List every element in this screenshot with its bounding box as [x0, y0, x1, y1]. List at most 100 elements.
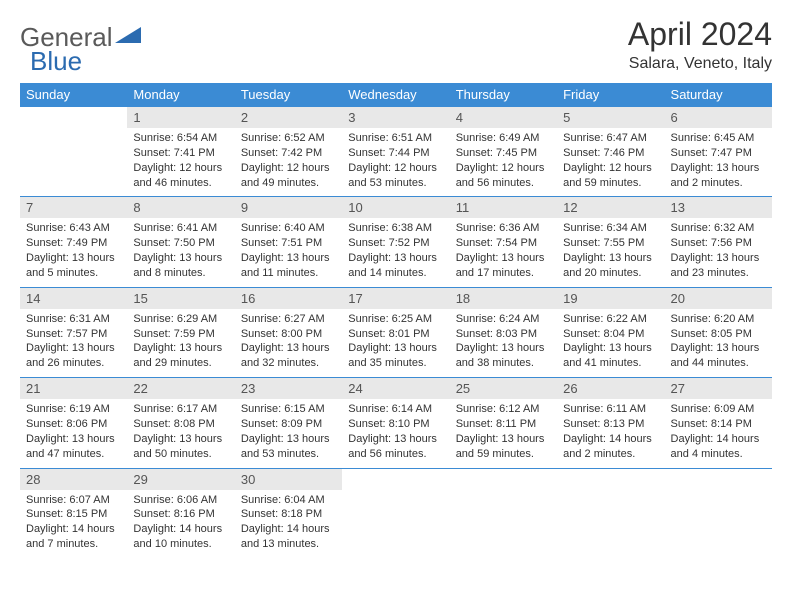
sunrise: Sunrise: 6:19 AM: [26, 402, 121, 417]
day-number: 10: [342, 197, 449, 218]
sunset: Sunset: 7:51 PM: [241, 236, 336, 251]
day-number: 1: [127, 107, 234, 128]
daylight: Daylight: 12 hours and 49 minutes.: [241, 161, 336, 191]
day-cell: 27Sunrise: 6:09 AMSunset: 8:14 PMDayligh…: [665, 378, 772, 468]
daylight: Daylight: 13 hours and 56 minutes.: [348, 432, 443, 462]
sunrise: Sunrise: 6:07 AM: [26, 493, 121, 508]
daylight: Daylight: 13 hours and 35 minutes.: [348, 341, 443, 371]
day-cell: 9Sunrise: 6:40 AMSunset: 7:51 PMDaylight…: [235, 197, 342, 287]
day-number: 17: [342, 288, 449, 309]
daylight: Daylight: 13 hours and 23 minutes.: [671, 251, 766, 281]
daylight: Daylight: 12 hours and 56 minutes.: [456, 161, 551, 191]
day-cell: 21Sunrise: 6:19 AMSunset: 8:06 PMDayligh…: [20, 378, 127, 468]
day-number: 29: [127, 469, 234, 490]
day-number: 2: [235, 107, 342, 128]
day-number: 11: [450, 197, 557, 218]
day-data: Sunrise: 6:31 AMSunset: 7:57 PMDaylight:…: [20, 309, 127, 377]
day-cell: 4Sunrise: 6:49 AMSunset: 7:45 PMDaylight…: [450, 107, 557, 197]
sunrise: Sunrise: 6:41 AM: [133, 221, 228, 236]
daylight: Daylight: 14 hours and 4 minutes.: [671, 432, 766, 462]
day-cell: 19Sunrise: 6:22 AMSunset: 8:04 PMDayligh…: [557, 287, 664, 377]
sunset: Sunset: 7:41 PM: [133, 146, 228, 161]
location: Salara, Veneto, Italy: [628, 55, 772, 73]
day-number: 3: [342, 107, 449, 128]
sunset: Sunset: 7:54 PM: [456, 236, 551, 251]
day-cell: 28Sunrise: 6:07 AMSunset: 8:15 PMDayligh…: [20, 468, 127, 558]
daylight: Daylight: 12 hours and 59 minutes.: [563, 161, 658, 191]
day-number: 14: [20, 288, 127, 309]
day-number: 6: [665, 107, 772, 128]
empty-cell: [450, 468, 557, 558]
day-data: Sunrise: 6:12 AMSunset: 8:11 PMDaylight:…: [450, 399, 557, 467]
logo-triangle-icon: [115, 25, 141, 50]
sunrise: Sunrise: 6:11 AM: [563, 402, 658, 417]
sunset: Sunset: 8:04 PM: [563, 327, 658, 342]
daylight: Daylight: 12 hours and 46 minutes.: [133, 161, 228, 191]
day-cell: 11Sunrise: 6:36 AMSunset: 7:54 PMDayligh…: [450, 197, 557, 287]
day-cell: 6Sunrise: 6:45 AMSunset: 7:47 PMDaylight…: [665, 107, 772, 197]
sunset: Sunset: 8:08 PM: [133, 417, 228, 432]
day-cell: 8Sunrise: 6:41 AMSunset: 7:50 PMDaylight…: [127, 197, 234, 287]
day-number: 30: [235, 469, 342, 490]
sunset: Sunset: 8:11 PM: [456, 417, 551, 432]
daylight: Daylight: 13 hours and 38 minutes.: [456, 341, 551, 371]
day-data: Sunrise: 6:07 AMSunset: 8:15 PMDaylight:…: [20, 490, 127, 558]
day-number: 12: [557, 197, 664, 218]
logo-blue-wrap: Blue: [30, 46, 82, 77]
sunset: Sunset: 7:57 PM: [26, 327, 121, 342]
weekday-row: SundayMondayTuesdayWednesdayThursdayFrid…: [20, 83, 772, 107]
day-data: Sunrise: 6:09 AMSunset: 8:14 PMDaylight:…: [665, 399, 772, 467]
empty-cell: [342, 468, 449, 558]
calendar-table: SundayMondayTuesdayWednesdayThursdayFrid…: [20, 83, 772, 558]
weekday-sunday: Sunday: [20, 83, 127, 107]
daylight: Daylight: 13 hours and 5 minutes.: [26, 251, 121, 281]
day-number: 20: [665, 288, 772, 309]
sunset: Sunset: 8:13 PM: [563, 417, 658, 432]
sunset: Sunset: 8:15 PM: [26, 507, 121, 522]
day-data: Sunrise: 6:49 AMSunset: 7:45 PMDaylight:…: [450, 128, 557, 196]
daylight: Daylight: 13 hours and 17 minutes.: [456, 251, 551, 281]
sunset: Sunset: 8:01 PM: [348, 327, 443, 342]
day-cell: 26Sunrise: 6:11 AMSunset: 8:13 PMDayligh…: [557, 378, 664, 468]
sunrise: Sunrise: 6:54 AM: [133, 131, 228, 146]
day-data: Sunrise: 6:14 AMSunset: 8:10 PMDaylight:…: [342, 399, 449, 467]
day-data: Sunrise: 6:22 AMSunset: 8:04 PMDaylight:…: [557, 309, 664, 377]
day-cell: 30Sunrise: 6:04 AMSunset: 8:18 PMDayligh…: [235, 468, 342, 558]
day-cell: 13Sunrise: 6:32 AMSunset: 7:56 PMDayligh…: [665, 197, 772, 287]
day-data: Sunrise: 6:17 AMSunset: 8:08 PMDaylight:…: [127, 399, 234, 467]
daylight: Daylight: 13 hours and 47 minutes.: [26, 432, 121, 462]
day-number: 5: [557, 107, 664, 128]
day-data: Sunrise: 6:41 AMSunset: 7:50 PMDaylight:…: [127, 218, 234, 286]
day-cell: 15Sunrise: 6:29 AMSunset: 7:59 PMDayligh…: [127, 287, 234, 377]
day-cell: 12Sunrise: 6:34 AMSunset: 7:55 PMDayligh…: [557, 197, 664, 287]
sunrise: Sunrise: 6:49 AM: [456, 131, 551, 146]
week-row: 7Sunrise: 6:43 AMSunset: 7:49 PMDaylight…: [20, 197, 772, 287]
day-cell: 5Sunrise: 6:47 AMSunset: 7:46 PMDaylight…: [557, 107, 664, 197]
sunrise: Sunrise: 6:40 AM: [241, 221, 336, 236]
daylight: Daylight: 12 hours and 53 minutes.: [348, 161, 443, 191]
day-data: Sunrise: 6:52 AMSunset: 7:42 PMDaylight:…: [235, 128, 342, 196]
sunrise: Sunrise: 6:27 AM: [241, 312, 336, 327]
daylight: Daylight: 14 hours and 2 minutes.: [563, 432, 658, 462]
sunrise: Sunrise: 6:06 AM: [133, 493, 228, 508]
sunrise: Sunrise: 6:29 AM: [133, 312, 228, 327]
day-number: 28: [20, 469, 127, 490]
sunset: Sunset: 7:46 PM: [563, 146, 658, 161]
calendar-head: SundayMondayTuesdayWednesdayThursdayFrid…: [20, 83, 772, 107]
header: General April 2024 Salara, Veneto, Italy: [20, 16, 772, 73]
day-number: 13: [665, 197, 772, 218]
sunset: Sunset: 8:00 PM: [241, 327, 336, 342]
logo-text-blue: Blue: [30, 46, 82, 76]
day-number: 25: [450, 378, 557, 399]
empty-cell: [20, 107, 127, 197]
sunrise: Sunrise: 6:15 AM: [241, 402, 336, 417]
day-data: Sunrise: 6:20 AMSunset: 8:05 PMDaylight:…: [665, 309, 772, 377]
sunrise: Sunrise: 6:47 AM: [563, 131, 658, 146]
day-data: Sunrise: 6:47 AMSunset: 7:46 PMDaylight:…: [557, 128, 664, 196]
daylight: Daylight: 14 hours and 10 minutes.: [133, 522, 228, 552]
day-cell: 1 Sunrise: 6:54 AMSunset: 7:41 PMDaylight…: [127, 107, 234, 197]
sunrise: Sunrise: 6:38 AM: [348, 221, 443, 236]
day-cell: 18Sunrise: 6:24 AMSunset: 8:03 PMDayligh…: [450, 287, 557, 377]
calendar-body: 1Sunrise: 6:54 AMSunset: 7:41 PMDaylight…: [20, 107, 772, 558]
sunset: Sunset: 7:55 PM: [563, 236, 658, 251]
